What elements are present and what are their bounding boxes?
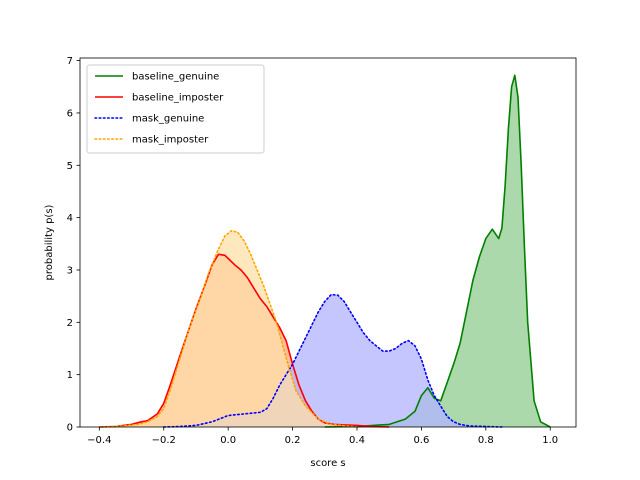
x-tick-label: 0.4 [349,435,365,446]
y-tick-label: 5 [67,161,73,172]
legend-label: mask_imposter [132,135,209,146]
area-mask-genuine [163,294,502,427]
legend-label: baseline_genuine [132,72,219,83]
x-tick-label: −0.4 [87,435,111,446]
legend: baseline_genuine baseline_imposter mask_ge… [86,64,265,154]
x-tick-label: 0.8 [478,435,494,446]
area-mask-imposter [99,230,358,427]
y-tick-label: 7 [67,56,73,67]
line-baseline-genuine [324,74,551,428]
y-axis: 0 1 2 3 4 5 6 7 [67,56,80,434]
y-tick-label: 4 [67,213,73,224]
x-tick-label: 0.2 [285,435,301,446]
y-tick-label: 6 [67,108,73,119]
lines-layer [98,74,551,428]
line-mask-imposter [98,229,358,428]
legend-label: mask_genuine [132,114,204,125]
x-tick-label: 0.0 [220,435,236,446]
x-axis-label: score s [310,458,345,469]
y-tick-label: 3 [67,265,73,276]
x-tick-label: 0.6 [413,435,429,446]
x-axis: −0.4 −0.2 0.0 0.2 0.4 0.6 0.8 1.0 [87,427,558,446]
plot-frame [79,57,577,428]
x-tick-label: −0.2 [152,435,176,446]
line-mask-genuine [162,293,503,428]
legend-box [86,64,265,154]
y-axis-label: probability p(s) [44,204,55,280]
y-tick-label: 0 [67,423,73,434]
y-tick-label: 1 [67,370,73,381]
area-baseline-genuine [324,75,551,428]
y-tick-label: 2 [67,318,73,329]
legend-label: baseline_imposter [132,93,224,104]
x-tick-label: 1.0 [542,435,558,446]
